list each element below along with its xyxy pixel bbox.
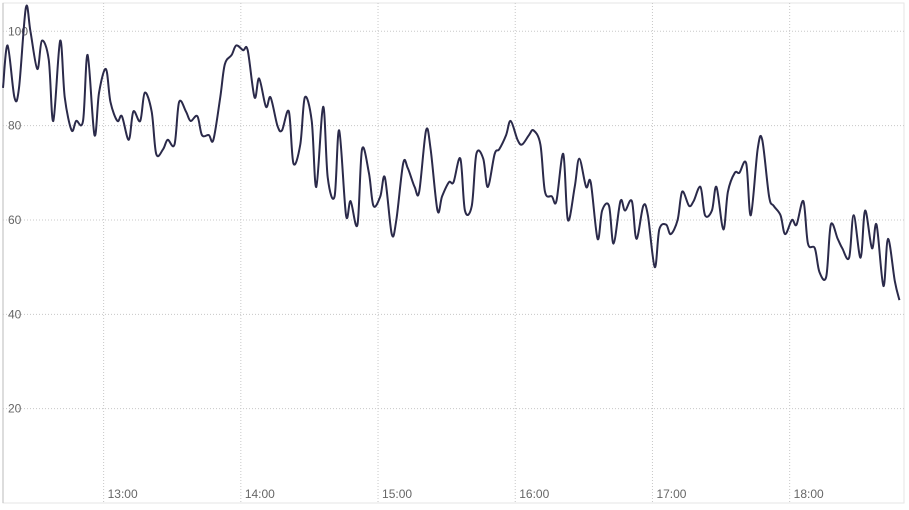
x-tick-label: 16:00 [519,487,549,501]
y-tick-label: 100 [8,24,28,38]
y-tick-label: 60 [8,213,22,227]
y-tick-label: 80 [8,119,22,133]
plot-frame [2,2,905,504]
x-tick-label: 18:00 [794,487,824,501]
x-tick-label: 14:00 [245,487,275,501]
y-tick-label: 20 [8,402,22,416]
data-line [2,4,901,301]
x-tick-label: 17:00 [656,487,686,501]
y-tick-label: 40 [8,307,22,321]
x-tick-label: 15:00 [382,487,412,501]
x-tick-label: 13:00 [108,487,138,501]
